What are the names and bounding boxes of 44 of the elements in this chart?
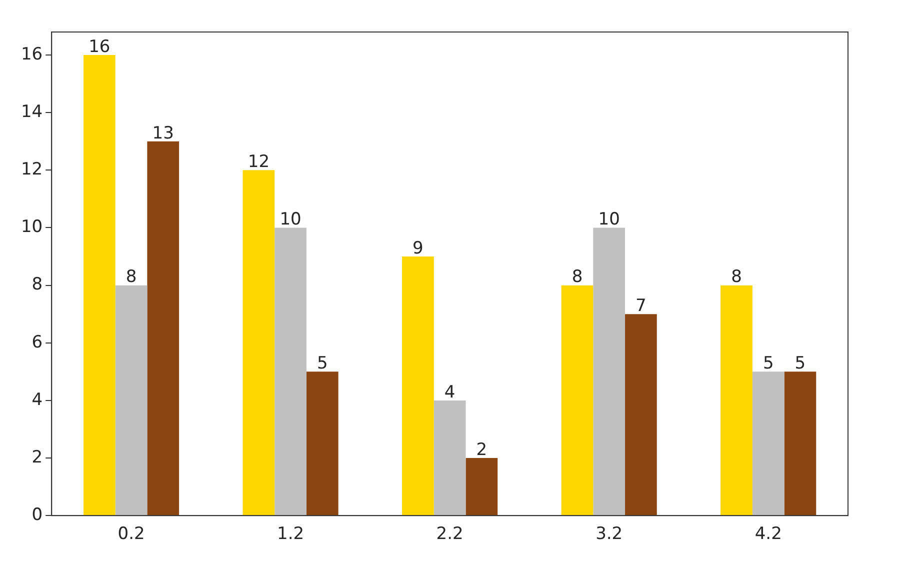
- data-label: 8: [731, 267, 742, 288]
- bar: [720, 285, 752, 516]
- data-label: 5: [762, 354, 774, 374]
- data-label: 7: [636, 296, 646, 316]
- bar: [784, 372, 816, 516]
- bar: [83, 55, 116, 516]
- x-tick-label: 1.2: [277, 524, 304, 544]
- data-label: 12: [248, 152, 270, 172]
- data-label: 4: [444, 382, 456, 402]
- data-label: 8: [126, 267, 137, 288]
- x-tick-label: 2.2: [436, 524, 464, 544]
- y-tick-label: 14: [20, 102, 43, 122]
- data-label: 5: [794, 354, 806, 374]
- y-tick-label: 8: [32, 274, 43, 295]
- y-tick-label: 2: [32, 447, 43, 468]
- bar: [752, 372, 784, 516]
- data-label: 2: [476, 440, 488, 460]
- bar: [402, 256, 434, 516]
- bar: [115, 285, 148, 516]
- y-tick-label: 4: [32, 390, 43, 410]
- bar: [593, 228, 626, 516]
- bar: [242, 170, 275, 516]
- data-label: 5: [316, 354, 328, 374]
- y-tick-label: 6: [32, 332, 43, 352]
- x-tick-label: 3.2: [596, 524, 623, 544]
- bar: [306, 372, 338, 516]
- y-tick-label: 0: [32, 505, 43, 526]
- bar: [561, 285, 594, 516]
- data-label: 13: [152, 123, 174, 144]
- bar: [466, 458, 498, 516]
- data-label: 8: [572, 267, 583, 288]
- y-tick-label: 12: [20, 160, 43, 180]
- bar: [625, 314, 657, 516]
- bar: [147, 141, 180, 516]
- data-label: 10: [280, 210, 302, 230]
- bar: [274, 228, 306, 516]
- y-tick-label: 10: [20, 217, 43, 238]
- data-label: 10: [598, 210, 620, 230]
- x-tick-label: 4.2: [754, 524, 782, 544]
- y-tick-label: 16: [20, 44, 43, 64]
- bar: [434, 400, 466, 516]
- data-label: 16: [88, 36, 110, 57]
- x-tick-label: 0.2: [118, 524, 145, 544]
- data-label: 9: [412, 238, 424, 258]
